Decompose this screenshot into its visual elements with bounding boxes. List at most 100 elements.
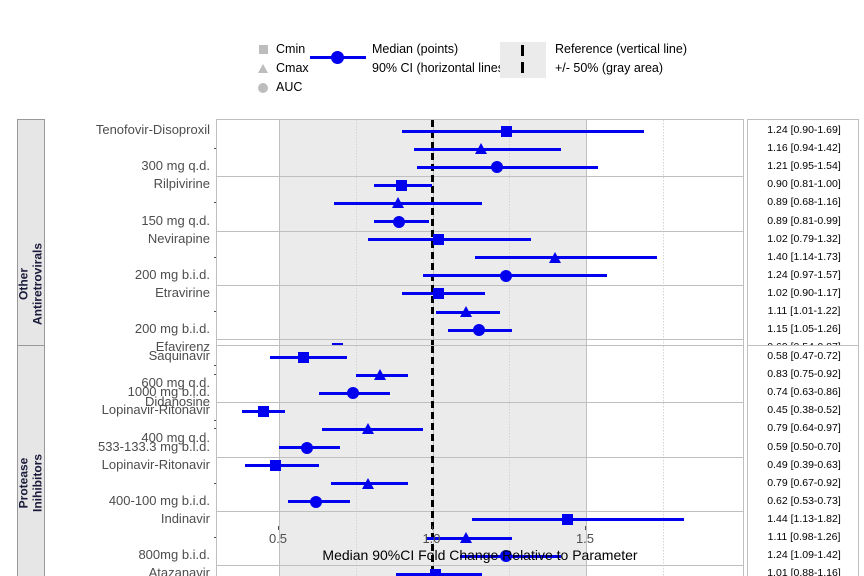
- panel-strip-protease-inhibitors: Protease Inihibitors: [17, 345, 45, 576]
- auc-circle-marker: [392, 215, 405, 228]
- estimate-ci-annotation: 1.02 [0.79-1.32]: [767, 232, 841, 245]
- estimate-ci-annotation: 1.21 [0.95-1.54]: [767, 160, 841, 173]
- square-marker-icon: [250, 45, 276, 54]
- y-axis-tick: [214, 419, 217, 421]
- reference-vertical-line: [431, 120, 434, 448]
- x-axis: 0.5 1.0 1.5: [216, 526, 744, 576]
- x-axis-title: Median 90%CI Fold Change Relative to Par…: [322, 547, 638, 563]
- auc-circle-marker: [300, 441, 313, 454]
- cmin-square-marker: [396, 179, 408, 191]
- estimate-ci-annotation: 0.62 [0.53-0.73]: [767, 494, 841, 507]
- y-label-drug-name: Lopinavir-Ritonavir: [101, 402, 210, 418]
- y-axis-tick: [214, 365, 217, 367]
- gridline-minor: [355, 120, 357, 448]
- auc-circle-marker: [346, 387, 359, 400]
- gridline-horizontal: [217, 510, 743, 512]
- auc-circle-marker: [500, 269, 513, 282]
- gridline-minor: [662, 346, 664, 576]
- gridline-major: [279, 120, 280, 448]
- y-label-dose: 200 mg b.i.d.: [134, 321, 210, 337]
- y-label-drug-name: Didanosine: [144, 393, 210, 409]
- reference-line-icon-bottom: [521, 62, 524, 73]
- triangle-marker-icon: [258, 64, 268, 73]
- estimate-ci-annotation: 1.24 [0.90-1.69]: [767, 124, 841, 137]
- y-axis-labels: Saquinavir 1000 mg b.i.d. Lopinavir-Ritona…: [48, 345, 217, 576]
- legend-item-median: 90% CI (horizontal lines): [372, 59, 508, 78]
- legend-label: +/- 50% (gray area): [555, 61, 664, 75]
- strip-label-line: Antiretrovirals: [30, 242, 44, 325]
- legend-marker-column: Cmin Cmax AUC: [250, 40, 309, 97]
- gridline-horizontal: [217, 230, 743, 232]
- gridline-minor: [509, 120, 511, 448]
- legend-median-point-icon: [331, 51, 344, 64]
- legend-median-key: [310, 40, 368, 78]
- y-label-dose: 300 mg q.d.: [141, 158, 210, 174]
- auc-circle-marker: [309, 495, 322, 508]
- y-label-dose: 200 mg b.i.d.: [134, 266, 210, 282]
- y-label-drug-name: Efavirenz: [155, 339, 210, 355]
- estimate-ci-annotation: 0.79 [0.67-0.92]: [767, 476, 841, 489]
- legend: Cmin Cmax AUC Median (points) 90% CI (horiz…: [250, 40, 700, 108]
- y-label-dose: 400-100 mg b.i.d.: [108, 492, 210, 508]
- estimate-ci-annotation: 1.16 [0.94-1.42]: [767, 142, 841, 155]
- circle-marker-icon: [250, 82, 276, 93]
- y-axis-tick: [214, 202, 217, 204]
- y-axis-tick: [214, 537, 217, 539]
- x-axis-tick: [278, 526, 279, 530]
- confidence-interval-line: [472, 518, 685, 522]
- legend-item-median: Median (points): [372, 40, 508, 59]
- gridline-major: [586, 346, 587, 576]
- legend-label: 90% CI (horizontal lines): [372, 61, 509, 75]
- y-label-drug-name: Indinavir: [160, 510, 210, 526]
- cmax-triangle-marker: [361, 423, 374, 435]
- x-axis-tick: [585, 526, 586, 530]
- panel-strip-label: Other Antiretrovirals: [17, 242, 45, 325]
- estimate-ci-annotation: 1.01 [0.88-1.16]: [767, 567, 841, 576]
- gridline-horizontal: [217, 565, 743, 567]
- gridline-minor: [355, 346, 357, 576]
- legend-label: Median (points): [372, 42, 459, 56]
- triangle-marker-icon: [250, 64, 276, 73]
- estimate-ci-annotation: 1.24 [0.97-1.57]: [767, 268, 841, 281]
- y-axis-tick: [214, 256, 217, 258]
- annotation-panel: 0.58 [0.47-0.72] 0.83 [0.75-0.92] 0.74 [0.…: [747, 345, 859, 576]
- cmax-triangle-marker: [361, 477, 374, 489]
- gridline-horizontal: [217, 402, 743, 404]
- cmax-triangle-marker: [548, 251, 561, 263]
- gridline-horizontal: [217, 176, 743, 178]
- y-axis-tick: [214, 428, 217, 430]
- estimate-ci-annotation: 0.59 [0.50-0.70]: [767, 440, 841, 453]
- estimate-ci-annotation: 0.79 [0.64-0.97]: [767, 422, 841, 435]
- auc-circle-marker: [472, 324, 485, 337]
- gridline-horizontal: [217, 284, 743, 286]
- auc-circle-marker: [490, 161, 503, 174]
- estimate-ci-annotation: 1.44 [1.13-1.82]: [767, 512, 841, 525]
- estimate-ci-annotation: 1.11 [1.01-1.22]: [767, 305, 841, 318]
- confidence-interval-line: [245, 464, 319, 468]
- x-axis-tick: [431, 526, 433, 530]
- y-label-drug-name: Atazanavir: [148, 565, 210, 576]
- cmax-triangle-marker: [459, 306, 472, 318]
- confidence-interval-line: [423, 274, 608, 278]
- estimate-ci-annotation: 1.24 [1.09-1.42]: [767, 549, 841, 562]
- estimate-ci-annotation: 1.15 [1.05-1.26]: [767, 323, 841, 336]
- y-label-dose: 1000 mg b.i.d.: [127, 384, 210, 400]
- legend-label: Cmax: [276, 61, 309, 75]
- cmin-square-marker: [270, 460, 282, 472]
- cmin-square-marker: [433, 288, 445, 300]
- square-marker-icon: [258, 45, 268, 54]
- y-label-dose: 150 mg q.d.: [141, 212, 210, 228]
- legend-label: Cmin: [276, 42, 306, 56]
- y-axis-labels: Tenofovir-Disoproxil 300 mg q.d. Rilpiviri…: [48, 119, 217, 449]
- cmin-square-marker: [258, 405, 270, 417]
- legend-label: Reference (vertical line): [555, 42, 687, 56]
- y-label-dose: 800mg b.i.d.: [138, 547, 210, 563]
- confidence-interval-line: [368, 238, 531, 242]
- y-label-drug-name: Saquinavir: [148, 348, 210, 364]
- legend-label: AUC: [276, 80, 303, 94]
- estimate-ci-annotation: 1.02 [0.90-1.17]: [767, 286, 841, 299]
- y-label-drug-name: Rilpivirine: [153, 176, 210, 192]
- estimate-ci-annotation: 1.11 [0.98-1.26]: [767, 531, 841, 544]
- legend-median-text-column: Median (points) 90% CI (horizontal lines): [372, 40, 508, 78]
- x-axis-tick-label: 1.5: [575, 531, 595, 546]
